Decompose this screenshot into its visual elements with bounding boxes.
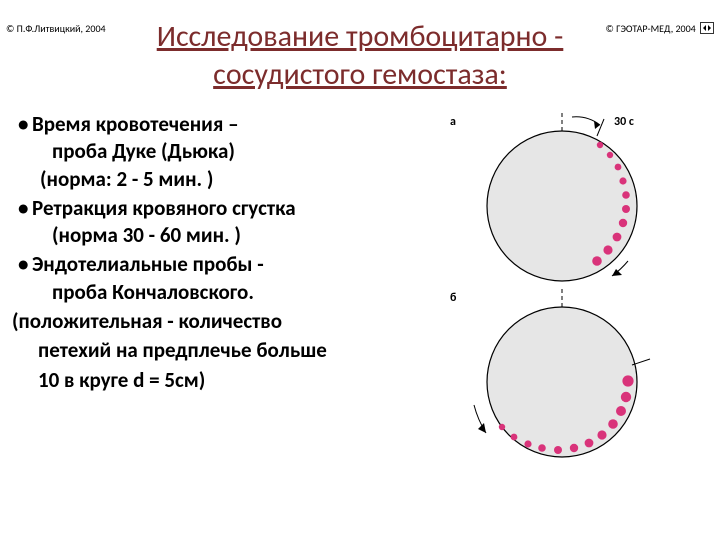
tick-angle (597, 119, 604, 136)
petechiae-dot (621, 392, 631, 402)
petechiae-dot (511, 434, 518, 441)
petechiae-dot (597, 142, 603, 148)
bottom-arc-arrowhead-top (612, 269, 622, 276)
petechiae-dot (622, 191, 630, 199)
petechiae-dot (603, 245, 612, 254)
bullet-2-sub1: (норма 30 - 60 мин. ) (32, 222, 442, 249)
petechiae-dot (538, 444, 546, 452)
petechiae-dot (524, 440, 531, 447)
content-area: Время кровотечения – проба Дуке (Дьюка) … (0, 111, 720, 457)
petechiae-dot (613, 233, 622, 242)
petechiae-dot (608, 419, 618, 429)
header-left: © П.Ф.Литвицкий, 2004 (6, 22, 106, 35)
tail-line-3: 10 в круге d = 5см) (12, 367, 442, 394)
bullet-3-text: Эндотелиальные пробы - (32, 251, 264, 277)
bullet-2: Ретракция кровяного сгустка (норма 30 - … (12, 195, 442, 250)
bottom-circle (487, 307, 637, 457)
petechiae-dot (554, 446, 562, 454)
figure-column: а 30 с б (442, 111, 704, 457)
header-right-text: © ГЭОТАР-МЕД, 2004 (606, 22, 696, 35)
figure-label-a: а (450, 115, 456, 129)
figure-label-b: б (450, 291, 457, 305)
petechiae-dot (622, 205, 630, 213)
petechiae-dot (607, 152, 613, 158)
header-right: © ГЭОТАР-МЕД, 2004 (606, 22, 714, 37)
top-circle (487, 131, 637, 281)
bullet-3: Эндотелиальные пробы - проба Кончаловско… (12, 251, 442, 306)
title-line-1: Исследование тромбоцитарно - (157, 18, 564, 55)
nav-icon (700, 22, 714, 37)
petechiae-dot (615, 164, 622, 171)
figure-bottom: б (442, 287, 682, 457)
bullet-1-sub2: (норма: 2 - 5 мин. ) (32, 166, 442, 193)
bullet-1-sub1: проба Дуке (Дьюка) (32, 138, 442, 165)
bottom-arc-arrowhead-bottom (478, 423, 486, 433)
petechiae-dot (597, 430, 606, 439)
petechiae-dot (585, 439, 594, 448)
petechiae-dot (592, 256, 602, 266)
petechiae-dot (622, 375, 633, 386)
bullet-2-text: Ретракция кровяного сгустка (32, 195, 296, 221)
bullet-1-text: Время кровотечения – (32, 111, 239, 137)
bullet-3-sub1: проба Кончаловского. (32, 279, 442, 306)
petechiae-dot (616, 406, 626, 416)
timer-label: 30 с (614, 115, 634, 129)
petechiae-dot (499, 424, 505, 430)
figure-top: а 30 с (442, 111, 682, 281)
bullet-1: Время кровотечения – проба Дуке (Дьюка) … (12, 111, 442, 193)
title-line-2: сосудистого гемостаза: (213, 56, 507, 93)
text-column: Время кровотечения – проба Дуке (Дьюка) … (12, 111, 442, 457)
petechiae-dot (570, 444, 578, 452)
arc-arrowhead-top (594, 121, 600, 129)
tail-line-1: (положительная - количество (12, 308, 442, 335)
petechiae-dot (619, 177, 626, 184)
petechiae-dot (619, 219, 627, 227)
tail-line-2: петехий на предплечье больше (12, 337, 442, 364)
